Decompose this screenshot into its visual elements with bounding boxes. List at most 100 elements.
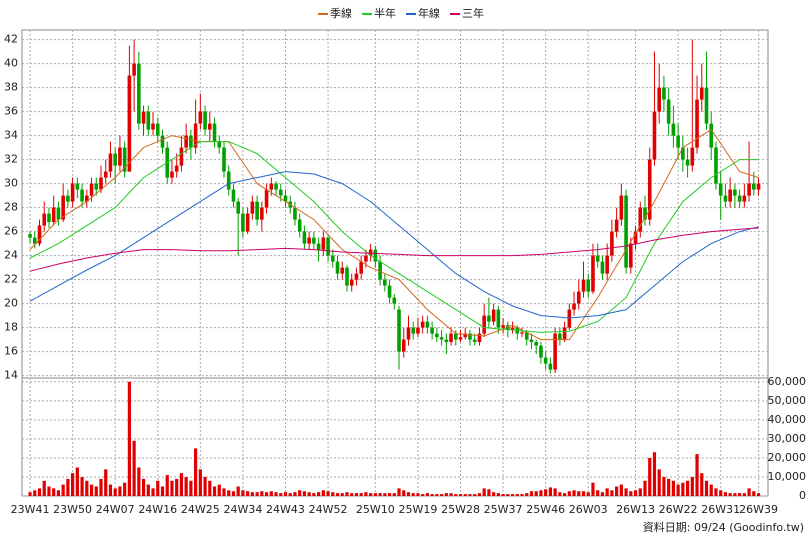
volume-bar (709, 484, 713, 496)
candle-body (614, 219, 619, 232)
volume-bar (558, 492, 562, 496)
volume-bar (581, 491, 586, 496)
volume-bar (146, 484, 150, 496)
volume-bar (525, 493, 529, 496)
ma-line (29, 171, 759, 319)
candle-body (709, 123, 714, 148)
y-tick-label: 28 (4, 201, 18, 214)
y-tick-label: 32 (4, 153, 18, 166)
candle-body (312, 237, 316, 244)
volume-bar (387, 493, 392, 496)
volume-bar (539, 490, 543, 496)
x-tick-label: 25W28 (441, 503, 480, 516)
candle-body (624, 195, 628, 268)
ma-line (29, 141, 759, 333)
legend-label: 半年 (374, 6, 396, 20)
volume-bar (515, 494, 519, 496)
candle-body (647, 159, 652, 220)
volume-bar (326, 491, 330, 496)
candle-body (132, 63, 136, 76)
y-tick-label: 40 (4, 57, 18, 70)
volume-bar (482, 488, 486, 496)
candle-body (572, 303, 576, 310)
x-tick-label: 25W10 (356, 503, 395, 516)
volume-bar (534, 491, 538, 496)
source-note: 資料日期: 09/24 (Goodinfo.tw) (643, 520, 804, 534)
candle-body (728, 189, 732, 202)
volume-bar (667, 478, 671, 496)
volume-bar (184, 476, 188, 496)
candle-body (354, 273, 359, 280)
candle-body (591, 255, 595, 292)
volume-bar (231, 491, 236, 496)
y-tick-label: 20 (4, 297, 18, 310)
candle-body (345, 267, 349, 286)
x-tick-label: 24W34 (223, 503, 262, 516)
volume-bar (236, 486, 240, 496)
candle-body (222, 147, 226, 172)
candle-body (586, 279, 591, 292)
volume-bar (529, 491, 534, 496)
volume-bar (89, 484, 94, 496)
volume-bar (189, 480, 193, 496)
candle-body (463, 333, 468, 338)
candle-body (122, 147, 127, 172)
volume-bar (132, 440, 136, 496)
candle-body (208, 123, 212, 130)
candle-body (293, 207, 297, 220)
x-tick-label: 24W52 (309, 503, 348, 516)
x-tick-label: 26W03 (569, 503, 608, 516)
candle-body (89, 183, 94, 196)
candle-body (506, 325, 510, 330)
candle-body (629, 243, 633, 268)
candle-body (28, 234, 32, 238)
candle-body (520, 332, 524, 334)
volume-bar (203, 476, 207, 496)
y-tick-label: 42 (4, 33, 18, 46)
volume-bar (127, 381, 131, 496)
volume-bar (198, 469, 202, 496)
candle-body (737, 195, 742, 202)
candle-body (387, 285, 392, 298)
volume-bar (506, 494, 510, 496)
volume-bar (629, 491, 633, 496)
candle-body (501, 325, 505, 328)
volume-bar (435, 494, 439, 496)
volume-bar (283, 492, 288, 496)
candle-body (42, 213, 47, 226)
volume-bar (449, 493, 453, 496)
volume-bar (548, 487, 552, 496)
volume-bar (302, 491, 307, 496)
candle-body (681, 147, 685, 160)
candle-body (695, 99, 699, 148)
x-tick-label: 25W19 (399, 503, 438, 516)
candle-body (449, 333, 453, 342)
volume-bar (383, 493, 387, 496)
volume-bar (42, 480, 46, 496)
volume-bar (402, 490, 406, 496)
candle-body (146, 111, 151, 130)
candle-body (671, 123, 676, 136)
volume-bar (312, 493, 316, 496)
candle-body (676, 135, 680, 148)
volume-bar (52, 488, 56, 496)
candle-body (633, 231, 638, 244)
candle-body (189, 135, 193, 148)
candle-body (103, 171, 108, 178)
candle-body (127, 75, 132, 172)
candle-body (94, 183, 99, 190)
candle-body (283, 195, 288, 202)
candle-body (742, 195, 747, 202)
candle-body (548, 363, 553, 370)
candle-body (567, 309, 572, 328)
volume-bar (685, 480, 690, 496)
candle-body (558, 333, 562, 340)
volume-bar (250, 492, 254, 496)
candle-body (226, 171, 231, 190)
candle-body (714, 147, 718, 184)
volume-bar (47, 486, 51, 496)
candle-body (274, 183, 278, 190)
candle-body (472, 339, 477, 342)
x-tick-label: 26W13 (616, 503, 655, 516)
volume-bar (553, 488, 557, 496)
